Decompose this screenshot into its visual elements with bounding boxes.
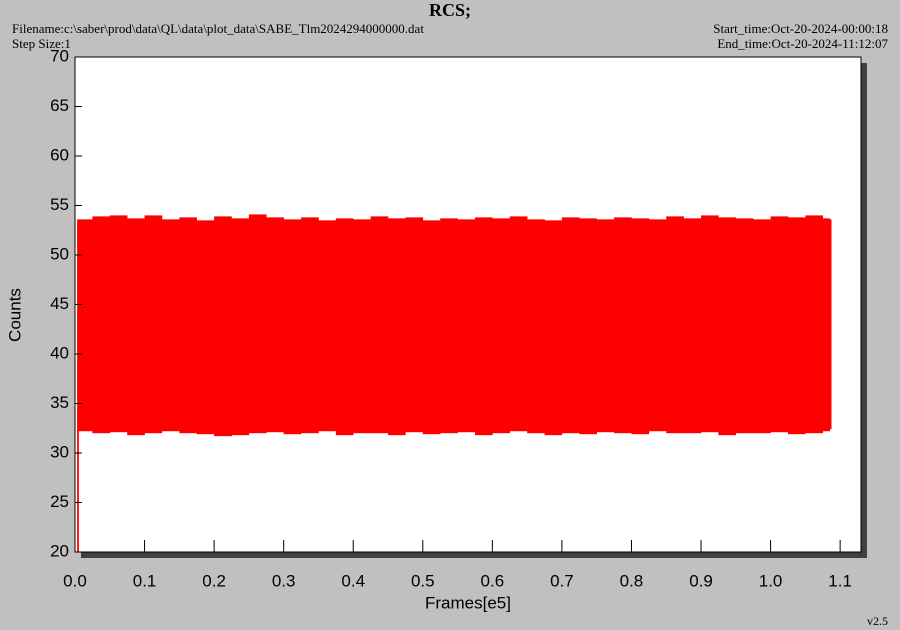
x-axis-label: Frames[e5]	[425, 593, 511, 612]
data-band	[127, 218, 145, 436]
data-band	[735, 218, 754, 434]
x-tick-label: 0.9	[689, 571, 713, 590]
y-tick-label: 35	[50, 393, 69, 412]
y-tick-label: 60	[50, 145, 69, 164]
data-band	[829, 219, 832, 430]
start-time: Start_time:Oct-20-2024-00:00:18	[713, 21, 888, 36]
data-band	[440, 218, 458, 434]
y-tick-label: 70	[50, 46, 69, 65]
data-band	[388, 218, 406, 436]
y-tick-label: 55	[50, 195, 69, 214]
data-band	[318, 220, 337, 432]
data-band	[405, 217, 424, 433]
x-tick-label: 1.0	[759, 571, 783, 590]
data-band	[77, 219, 93, 432]
data-band	[509, 216, 528, 432]
x-tick-label: 0.5	[411, 571, 435, 590]
y-tick-label: 30	[50, 442, 69, 461]
data-band	[822, 218, 830, 432]
x-tick-label: 0.2	[202, 571, 226, 590]
data-band	[422, 220, 441, 435]
x-tick-label: 0.6	[481, 571, 505, 590]
data-band	[683, 218, 702, 434]
plot-frame	[74, 56, 862, 553]
data-band	[161, 219, 180, 432]
x-tick-label: 0.7	[550, 571, 574, 590]
y-axis-label: Counts	[5, 288, 24, 342]
data-band	[231, 218, 250, 436]
y-tick-label: 20	[50, 541, 69, 560]
step-size: Step Size:1	[12, 36, 71, 51]
y-tick-label: 40	[50, 343, 69, 362]
y-tick-label: 45	[50, 294, 69, 313]
data-band	[92, 216, 111, 434]
data-band	[787, 217, 806, 435]
chart-title: RCS;	[429, 0, 471, 20]
data-band	[701, 215, 719, 433]
data-band	[718, 217, 737, 436]
y-tick-label: 25	[50, 492, 69, 511]
data-band	[596, 219, 615, 433]
data-band	[805, 215, 824, 434]
data-band	[248, 214, 267, 434]
data-band	[370, 216, 389, 434]
y-tick-label: 50	[50, 244, 69, 263]
data-band	[266, 217, 284, 433]
data-band	[492, 218, 511, 434]
y-tick-label: 65	[50, 96, 69, 115]
data-band	[353, 219, 371, 434]
x-tick-label: 0.0	[63, 571, 87, 590]
end-time: End_time:Oct-20-2024-11:12:07	[717, 36, 888, 51]
data-band	[179, 217, 198, 434]
x-tick-label: 0.4	[341, 571, 365, 590]
data-band	[527, 219, 545, 434]
data-band	[474, 217, 493, 436]
data-band	[614, 217, 632, 434]
data-band	[214, 216, 232, 437]
version: v2.5	[867, 614, 888, 628]
data-band	[301, 217, 319, 434]
data-band	[196, 220, 215, 435]
data-band	[579, 218, 597, 435]
data-band	[753, 219, 771, 434]
data-band	[544, 220, 563, 436]
x-tick-label: 0.3	[272, 571, 296, 590]
data-band	[144, 215, 163, 434]
data-band	[631, 218, 650, 435]
data-band	[335, 218, 354, 436]
x-tick-label: 1.1	[828, 571, 852, 590]
x-tick-label: 0.1	[133, 571, 157, 590]
data-band	[457, 219, 476, 433]
data-band	[648, 219, 667, 432]
filename: Filename:c:\saber\prod\data\QL\data\plot…	[12, 21, 424, 36]
data-band	[770, 216, 789, 433]
data-band	[109, 215, 128, 433]
x-tick-label: 0.8	[620, 571, 644, 590]
data-band	[561, 217, 580, 434]
data-band	[666, 216, 684, 434]
data-band	[283, 219, 302, 435]
